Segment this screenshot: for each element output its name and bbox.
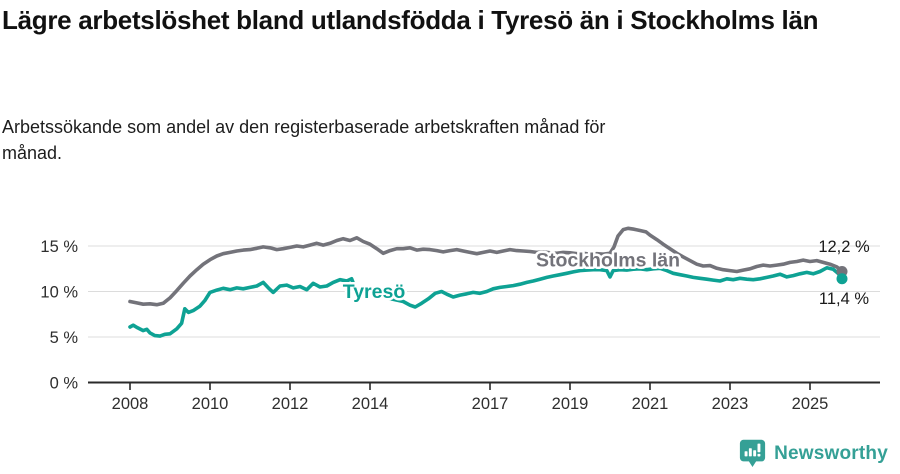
stockholms-lan-end-value-label: 12,2 % bbox=[818, 238, 870, 256]
stockholms-lan-line bbox=[128, 226, 844, 307]
tyreso-series-label: Tyresö bbox=[343, 281, 406, 303]
x-tick-label-2017: 2017 bbox=[472, 395, 509, 413]
y-tick-label-10: 10 % bbox=[40, 284, 78, 302]
x-tick-label-2023: 2023 bbox=[712, 395, 749, 413]
x-tick-label-2021: 2021 bbox=[632, 395, 669, 413]
newsworthy-logo-icon bbox=[739, 439, 766, 467]
y-tick-label-15: 15 % bbox=[40, 238, 78, 256]
x-tick-label-2019: 2019 bbox=[552, 395, 589, 413]
x-tick-label-2014: 2014 bbox=[352, 395, 389, 413]
x-tick-label-2010: 2010 bbox=[192, 395, 229, 413]
chart-subtitle: Arbetssökande som andel av den registerb… bbox=[2, 117, 606, 164]
unemployment-line-chart: 0 % 5 % 10 % 15 % 2008 2010 2012 2014 2017 2019 20… bbox=[40, 226, 880, 413]
y-tick-label-5: 5 % bbox=[50, 329, 79, 347]
x-tick-label-2008: 2008 bbox=[112, 395, 149, 413]
tyreso-end-value-label: 11,4 % bbox=[819, 290, 869, 308]
tyreso-end-dot bbox=[836, 273, 848, 285]
y-tick-label-0: 0 % bbox=[50, 375, 79, 393]
x-tick-label-2012: 2012 bbox=[272, 395, 309, 413]
newsworthy-brand-text: Newsworthy bbox=[774, 443, 888, 464]
x-tick-label-2025: 2025 bbox=[792, 395, 829, 413]
stockholms-lan-series-label: Stockholms län bbox=[536, 249, 680, 271]
newsworthy-attribution[interactable]: Newsworthy bbox=[739, 439, 888, 469]
chart-title: Lägre arbetslöshet bland utlandsfödda i … bbox=[2, 5, 819, 35]
tyreso-line bbox=[128, 266, 844, 338]
